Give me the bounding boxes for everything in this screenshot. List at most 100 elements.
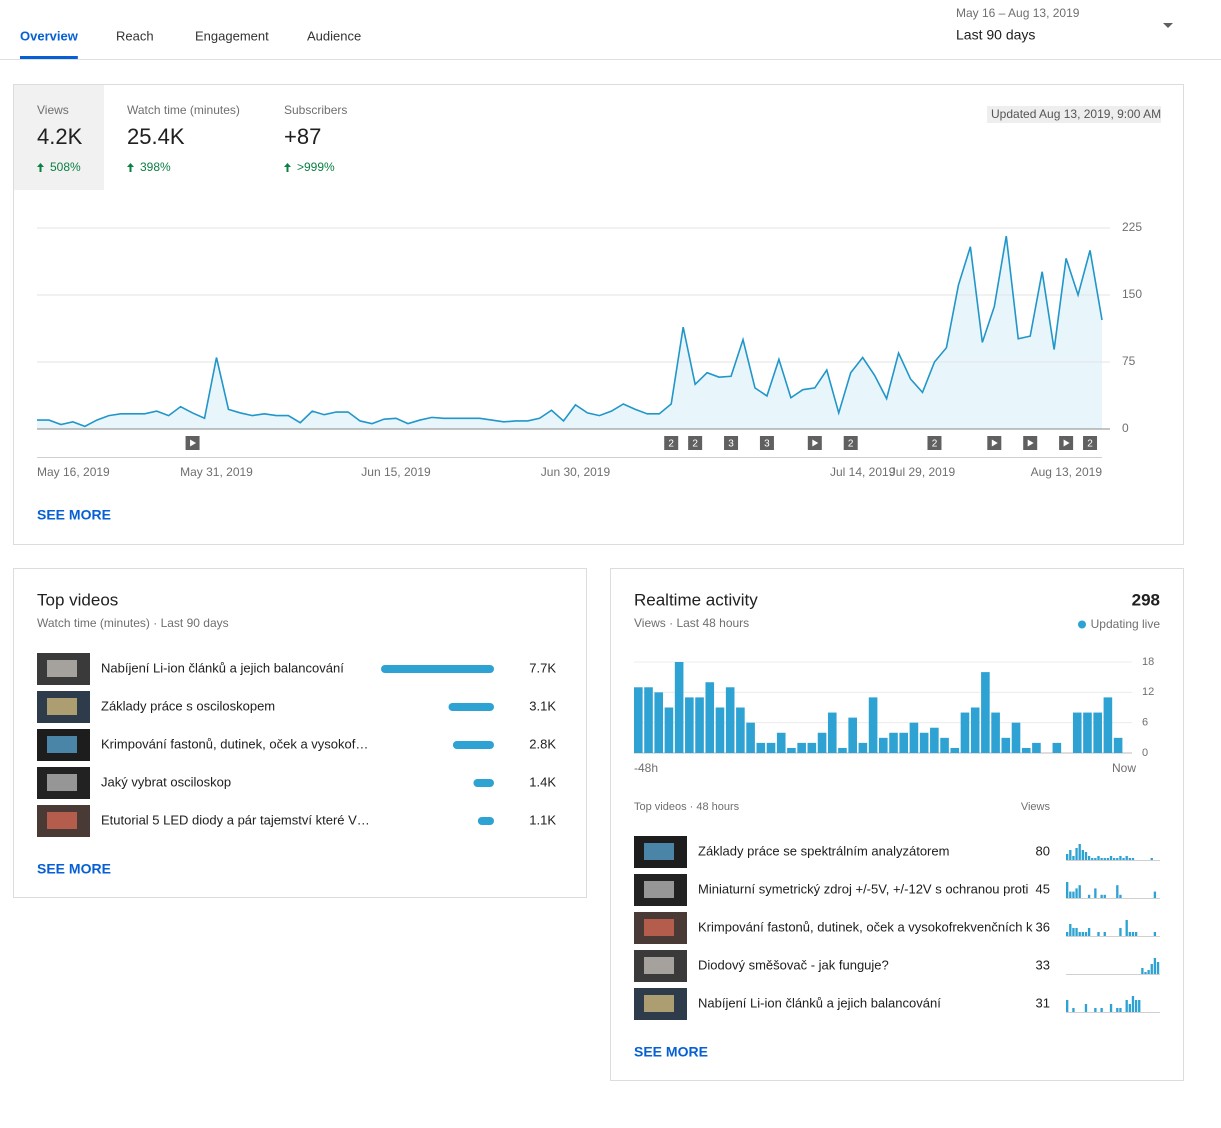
bar: [452, 741, 494, 749]
bar: [634, 687, 643, 753]
sparkline-bar: [1144, 972, 1147, 974]
sparkline-bar: [1147, 970, 1150, 974]
x-tick-label: Jul 14, 2019: [830, 465, 896, 479]
sparkline-bar: [1128, 932, 1131, 936]
video-marker[interactable]: [724, 436, 739, 450]
dropdown-arrow[interactable]: [1163, 23, 1173, 28]
video-views: 36: [1036, 919, 1050, 934]
sparkline-bar: [1081, 932, 1084, 936]
video-title[interactable]: Krimpování fastonů, dutinek, oček a vyso…: [101, 736, 368, 751]
y-tick-label: 0: [1122, 421, 1129, 435]
metric-label[interactable]: Views: [37, 103, 69, 117]
sparkline-bar: [1138, 1000, 1141, 1012]
tab[interactable]: Audience: [307, 28, 361, 43]
sparkline-bar: [1091, 858, 1094, 860]
bar: [950, 747, 960, 753]
tab[interactable]: Overview: [20, 28, 79, 43]
metric-change: 508%: [50, 160, 81, 174]
sparkline-bar: [1100, 1008, 1103, 1012]
metric-value: 25.4K: [127, 124, 185, 149]
bar: [919, 732, 929, 753]
video-marker[interactable]: [927, 436, 942, 450]
bar: [1113, 737, 1123, 753]
bar: [1093, 712, 1102, 753]
sparkline-bar: [1094, 858, 1097, 860]
bar: [725, 687, 735, 753]
thumbnail-detail: [644, 843, 674, 860]
video-title[interactable]: Základy práce se spektrálním analyzátore…: [698, 843, 949, 858]
realtime-card: [610, 568, 1184, 1081]
x-tick-label: Jun 30, 2019: [541, 465, 611, 479]
bar: [695, 697, 704, 753]
video-marker-count: 2: [692, 439, 698, 450]
sparkline-bar: [1066, 882, 1069, 898]
sparkline-bar: [1103, 894, 1106, 898]
thumbnail-detail: [47, 698, 77, 715]
sparkline-bar: [1113, 858, 1116, 860]
bar: [981, 672, 990, 753]
video-marker[interactable]: [843, 436, 858, 450]
video-marker-count: 3: [764, 439, 770, 450]
y-tick-label: 0: [1142, 747, 1148, 759]
tab[interactable]: Engagement: [195, 28, 269, 43]
x-tick-label: May 16, 2019: [37, 465, 110, 479]
bar: [879, 737, 888, 753]
tab[interactable]: Reach: [116, 28, 154, 43]
sparkline-bar: [1094, 1008, 1097, 1012]
metric-label[interactable]: Watch time (minutes): [127, 103, 240, 117]
sparkline-bar: [1069, 924, 1072, 936]
video-marker-count: 2: [848, 439, 854, 450]
y-tick-label: 18: [1142, 656, 1154, 668]
y-tick-label: 6: [1142, 717, 1148, 729]
play-icon: [991, 439, 998, 447]
see-more[interactable]: SEE MORE: [37, 861, 111, 877]
video-marker[interactable]: [759, 436, 774, 450]
thumbnail-detail: [644, 919, 674, 936]
video-views: 80: [1036, 843, 1050, 858]
sparkline-bar: [1153, 932, 1157, 936]
see-more[interactable]: SEE MORE: [37, 507, 111, 523]
bar: [991, 712, 1000, 753]
x-tick-label: -48h: [634, 761, 658, 775]
x-tick-label: Aug 13, 2019: [1031, 465, 1103, 479]
date-period[interactable]: Last 90 days: [956, 27, 1035, 43]
x-tick-label: Jul 29, 2019: [890, 465, 956, 479]
video-title[interactable]: Krimpování fastonů, dutinek, oček a vyso…: [698, 919, 1033, 934]
video-marker[interactable]: [664, 436, 679, 450]
sparkline-bar: [1119, 1008, 1122, 1012]
sparkline-bar: [1075, 848, 1078, 860]
sparkline-bar: [1109, 1004, 1113, 1012]
area: [37, 236, 1102, 429]
bar: [477, 817, 494, 825]
bar: [766, 742, 776, 753]
video-marker[interactable]: [1083, 436, 1098, 450]
video-title[interactable]: Etutorial 5 LED diody a pár tajemství kt…: [101, 812, 370, 827]
bar: [899, 732, 909, 753]
sparkline-bar: [1097, 932, 1100, 936]
video-title[interactable]: Nabíjení Li-ion článků a jejich balancov…: [101, 660, 344, 675]
metric-change: 398%: [140, 160, 171, 174]
video-marker[interactable]: [688, 436, 703, 450]
video-title[interactable]: Základy práce s osciloskopem: [101, 698, 275, 713]
metric-label[interactable]: Subscribers: [284, 103, 347, 117]
bar: [1032, 742, 1041, 753]
date-range: May 16 – Aug 13, 2019: [956, 6, 1080, 20]
list-header: Views: [1021, 801, 1051, 813]
video-views: 31: [1036, 995, 1050, 1010]
x-tick-label: Jun 15, 2019: [361, 465, 431, 479]
video-title[interactable]: Miniaturní symetrický zdroj +/-5V, +/-12…: [698, 881, 1029, 896]
video-title[interactable]: Jaký vybrat osciloskop: [101, 774, 231, 789]
see-more[interactable]: SEE MORE: [634, 1044, 708, 1060]
bar: [473, 779, 494, 787]
metric-value: 4.2K: [37, 124, 83, 149]
video-title[interactable]: Diodový směšovač - jak funguje?: [698, 957, 889, 972]
sparkline-bar: [1103, 932, 1106, 936]
video-title[interactable]: Nabíjení Li-ion článků a jejich balancov…: [698, 995, 941, 1010]
sparkline-bar: [1116, 858, 1119, 860]
sparkline-bar: [1116, 885, 1119, 898]
sparkline-bar: [1156, 962, 1160, 974]
sparkline-bar: [1094, 888, 1097, 898]
line: [37, 235, 1103, 428]
